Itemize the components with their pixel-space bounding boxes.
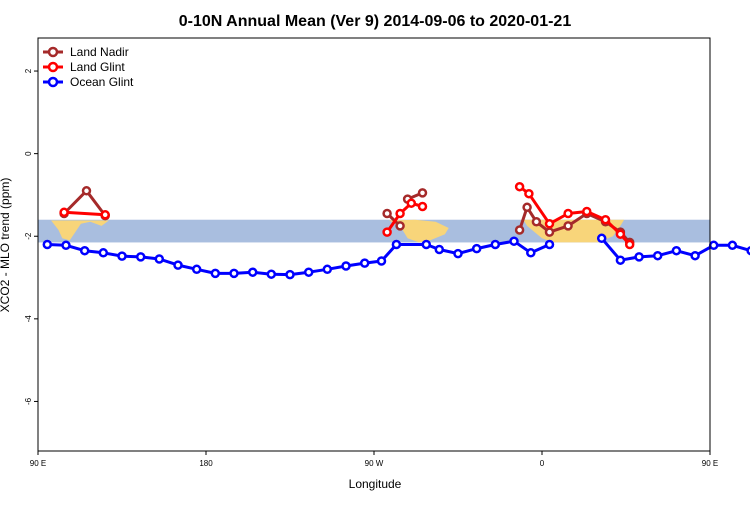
data-point-ocean-glint — [746, 246, 750, 256]
y-axis-label: XCO2 - MLO trend (ppm) — [0, 178, 12, 313]
x-tick-label: 90 E — [702, 459, 718, 468]
data-point-land-nadir — [382, 208, 392, 219]
data-point-ocean-glint — [98, 248, 109, 258]
data-point-land-glint — [615, 229, 626, 239]
y-tick-label: -2 — [24, 232, 33, 240]
data-point-land-glint — [406, 198, 417, 208]
legend-marker-land-glint — [47, 61, 59, 73]
series-line-land-glint — [64, 210, 106, 217]
data-point-ocean-glint — [322, 264, 333, 275]
data-point-ocean-glint — [671, 245, 682, 256]
data-point-land-glint — [395, 208, 405, 219]
data-point-ocean-glint — [526, 248, 536, 258]
data-point-land-nadir — [395, 221, 405, 231]
data-point-land-nadir — [522, 202, 532, 213]
data-point-ocean-glint — [509, 236, 519, 246]
data-point-ocean-glint — [596, 233, 607, 244]
legend-label-ocean-glint: Ocean Glint — [70, 75, 134, 89]
data-point-ocean-glint — [247, 267, 258, 277]
data-point-land-glint — [59, 207, 69, 218]
y-tick-label: 2 — [24, 68, 33, 73]
data-point-land-glint — [417, 201, 428, 212]
data-point-ocean-glint — [727, 240, 738, 251]
data-point-land-glint — [382, 227, 392, 237]
data-point-ocean-glint — [229, 268, 239, 279]
axis-layer: 90 E 180 90 W 0 90 E 2 0 -2 -4 -6 — [24, 68, 718, 468]
x-tick-label: 0 — [540, 459, 545, 468]
legend-marker-ocean-glint — [47, 76, 59, 88]
data-point-ocean-glint — [135, 252, 146, 262]
land-southeast-asia-left — [51, 220, 109, 241]
y-tick-label: -6 — [24, 397, 33, 405]
series-line-land-glint — [385, 201, 423, 233]
data-point-land-glint — [514, 181, 525, 192]
data-point-land-nadir — [544, 227, 555, 237]
data-point-land-nadir — [531, 217, 542, 227]
data-point-ocean-glint — [359, 258, 370, 268]
data-point-ocean-glint — [453, 248, 463, 259]
data-point-land-glint — [544, 219, 555, 229]
data-point-ocean-glint — [285, 269, 295, 280]
data-point-ocean-glint — [544, 239, 555, 250]
y-tick-label: -4 — [24, 315, 33, 323]
y-tick-label: 0 — [24, 151, 33, 156]
legend-label-land-nadir: Land Nadir — [70, 45, 129, 59]
series-ocean-glint — [42, 233, 750, 280]
data-point-land-glint — [582, 206, 592, 217]
data-point-land-glint — [563, 208, 573, 219]
data-point-ocean-glint — [471, 243, 482, 254]
data-point-ocean-glint — [61, 240, 71, 251]
data-point-land-glint — [624, 239, 635, 250]
plot-frame — [37, 37, 711, 452]
series-line-ocean-glint — [47, 239, 551, 277]
data-point-ocean-glint — [173, 260, 183, 270]
x-tick-label: 180 — [199, 459, 213, 468]
data-point-ocean-glint — [191, 264, 202, 275]
data-point-ocean-glint — [708, 240, 719, 251]
data-point-ocean-glint — [210, 268, 221, 279]
data-point-land-glint — [100, 210, 110, 220]
legend-marker-land-nadir — [47, 46, 59, 58]
data-point-ocean-glint — [690, 250, 700, 261]
data-point-land-nadir — [514, 225, 525, 235]
data-point-land-nadir — [563, 221, 573, 231]
data-point-ocean-glint — [154, 254, 165, 264]
data-point-ocean-glint — [421, 239, 432, 250]
data-point-ocean-glint — [42, 239, 53, 250]
data-point-ocean-glint — [266, 269, 277, 279]
data-point-land-nadir — [81, 186, 92, 196]
data-point-land-glint — [600, 214, 611, 225]
data-point-ocean-glint — [652, 250, 663, 261]
data-point-land-nadir — [417, 188, 428, 198]
x-tick-label: 90 W — [365, 459, 384, 468]
data-point-ocean-glint — [303, 267, 314, 277]
data-point-ocean-glint — [117, 251, 127, 261]
legend-label-land-glint: Land Glint — [70, 60, 125, 74]
data-point-ocean-glint — [79, 245, 90, 256]
data-point-ocean-glint — [634, 252, 644, 262]
data-point-ocean-glint — [490, 239, 501, 250]
series-land-glint — [59, 181, 635, 250]
data-point-land-glint — [524, 188, 534, 199]
data-point-ocean-glint — [376, 256, 387, 266]
data-point-ocean-glint — [341, 261, 351, 271]
data-point-ocean-glint — [391, 239, 402, 250]
x-axis-label: Longitude — [349, 477, 402, 491]
data-point-ocean-glint — [615, 255, 626, 265]
chart-title: 0-10N Annual Mean (Ver 9) 2014-09-06 to … — [179, 13, 572, 30]
data-point-ocean-glint — [434, 244, 445, 255]
series-layer — [42, 181, 750, 280]
x-tick-label: 90 E — [30, 459, 46, 468]
